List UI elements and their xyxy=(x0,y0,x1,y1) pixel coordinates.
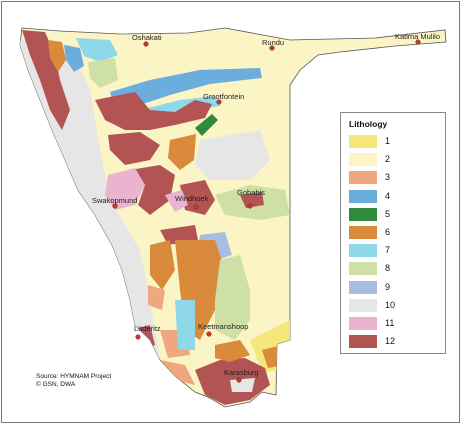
unit-11-windhoek xyxy=(165,190,188,212)
town-marker-windhoek[interactable] xyxy=(193,204,199,210)
legend-swatch xyxy=(349,189,377,203)
source-line-2: © GSN, DWA xyxy=(36,381,76,388)
unit-8-south xyxy=(215,255,250,340)
unit-12-central xyxy=(130,165,175,215)
unit-6-south-west xyxy=(150,240,175,290)
town-marker-oshakati[interactable] xyxy=(143,41,149,47)
legend-label: 7 xyxy=(385,245,391,256)
legend-label: 12 xyxy=(385,336,396,347)
legend-swatch xyxy=(349,298,377,312)
legend-item-4: 4 xyxy=(349,189,439,204)
town-marker-keetmanshoop[interactable] xyxy=(206,331,212,337)
unit-6-karasburg xyxy=(215,340,250,362)
legend-label: 4 xyxy=(385,190,391,201)
unit-12-gobabis xyxy=(240,192,264,208)
legend-swatch xyxy=(349,262,377,276)
town-markers xyxy=(112,39,421,383)
unit-12-damara-north xyxy=(95,92,212,130)
legend-swatch xyxy=(349,335,377,349)
town-marker-katima-mulilo[interactable] xyxy=(415,39,421,45)
legend-item-3: 3 xyxy=(349,171,439,185)
unit-7-luderitz xyxy=(175,300,195,350)
legend-title: Lithology xyxy=(349,119,388,129)
legend-label: 3 xyxy=(385,172,391,183)
town-label-karasburg: Karasburg xyxy=(224,368,259,377)
legend-label: 2 xyxy=(385,154,391,165)
legend-item-6: 6 xyxy=(349,226,439,240)
legend-item-5: 5 xyxy=(349,207,439,222)
source-line-1: Source: HYMNAM Project xyxy=(36,373,112,380)
legend-swatch xyxy=(349,280,377,294)
legend-item-7: 7 xyxy=(349,244,439,258)
town-label-grootfontein: Grootfontein xyxy=(203,92,245,101)
town-marker-swakopmund[interactable] xyxy=(112,203,118,209)
unit-6-kaoko xyxy=(48,40,66,72)
legend-swatch xyxy=(349,171,377,185)
town-label-katima-mulilo: Katima Mulilo xyxy=(395,32,441,41)
unit-10-central xyxy=(195,130,270,180)
unit-3-orange xyxy=(160,360,195,385)
unit-7-north xyxy=(76,38,118,62)
town-marker-luderitz[interactable] xyxy=(135,334,141,340)
legend-label: 1 xyxy=(385,136,391,146)
legend-swatch xyxy=(349,207,377,221)
unit-4-kaoko xyxy=(64,45,84,72)
legend-swatch xyxy=(349,135,377,148)
legend-item-9: 9 xyxy=(349,280,439,295)
legend-swatch xyxy=(349,317,377,330)
legend-label: 10 xyxy=(385,299,396,310)
unit-4-otavi xyxy=(110,68,262,110)
legend-swatch xyxy=(349,244,377,258)
town-marker-karasburg[interactable] xyxy=(236,377,242,383)
legend-item-8: 8 xyxy=(349,262,439,276)
legend-item-1: 1 xyxy=(349,135,439,149)
legend-label: 8 xyxy=(385,263,391,274)
unit-10-west xyxy=(20,40,160,360)
unit-12-windhoek xyxy=(180,180,215,215)
town-label-gobabis: Gobabis xyxy=(237,188,265,197)
unit-11-swakop xyxy=(105,168,145,210)
town-label-keetmanshoop: Keetmanshoop xyxy=(198,322,249,331)
unit-12-kaoko xyxy=(22,30,70,130)
town-label-swakopmund: Swakopmund xyxy=(92,196,138,205)
unit-3-south xyxy=(148,285,165,310)
town-marker-rundu[interactable] xyxy=(269,45,275,51)
legend-label: 11 xyxy=(385,318,395,328)
unit-10-karasburg xyxy=(230,378,255,392)
town-label-luderitz: Lüderitz xyxy=(134,324,161,333)
source-note: Source: HYMNAM Project © GSN, DWA xyxy=(36,373,111,389)
lithology-legend: Lithology 1 2 3 4 5 6 7 8 9 10 11 12 xyxy=(340,112,446,354)
town-label-windhoek: Windhoek xyxy=(175,194,209,203)
unit-8-north xyxy=(88,58,118,88)
town-label-rundu: Rundu xyxy=(262,38,285,47)
legend-swatch xyxy=(349,153,377,167)
legend-item-12: 12 xyxy=(349,335,439,349)
town-marker-grootfontein[interactable] xyxy=(216,99,222,105)
legend-swatch xyxy=(349,226,377,239)
town-marker-gobabis[interactable] xyxy=(247,203,253,209)
legend-item-2: 2 xyxy=(349,153,439,167)
legend-item-11: 11 xyxy=(349,317,439,331)
unit-6-central xyxy=(168,134,196,170)
legend-label: 6 xyxy=(385,227,391,237)
town-label-oshakati: Oshakati xyxy=(132,33,162,42)
legend-item-10: 10 xyxy=(349,298,439,313)
unit-5-grootfontein xyxy=(195,114,218,136)
legend-label: 5 xyxy=(385,208,391,219)
unit-12-damara xyxy=(108,132,160,165)
legend-label: 9 xyxy=(385,281,391,292)
